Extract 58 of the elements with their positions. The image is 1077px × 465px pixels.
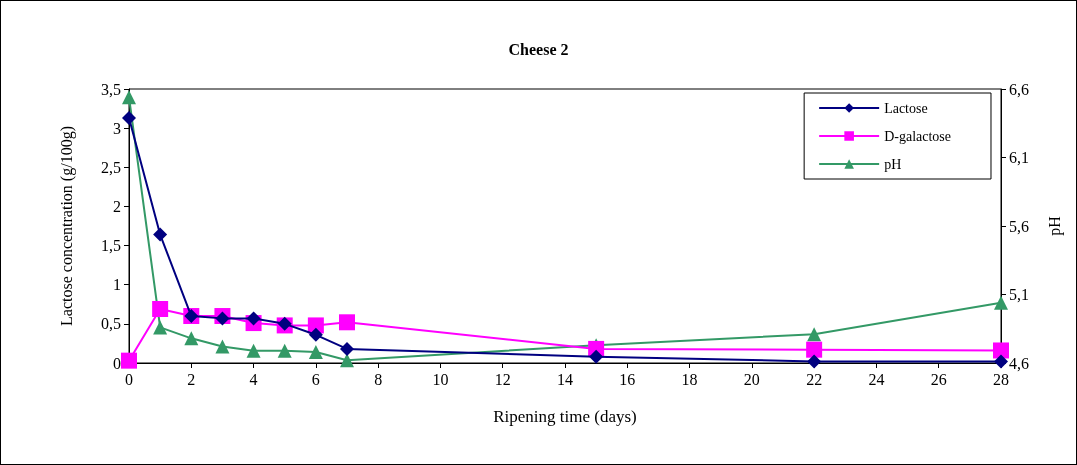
y2-tick-label: 4,6	[1009, 354, 1029, 372]
point	[339, 314, 355, 331]
y-tick-label: 3	[113, 119, 121, 137]
x-tick-label: 0	[125, 370, 133, 388]
x-tick-label: 22	[806, 370, 823, 388]
point	[246, 343, 261, 358]
point	[152, 300, 169, 317]
y2-tick-label: 6,1	[1009, 149, 1029, 166]
point	[277, 343, 292, 358]
point	[184, 331, 199, 346]
x-tick-label: 16	[619, 370, 636, 388]
x-tick-label: 4	[249, 370, 258, 388]
x-tick-label: 10	[432, 370, 449, 388]
legend-label: Lactose	[884, 100, 928, 116]
point	[121, 352, 137, 369]
x-tick-label: 14	[557, 370, 573, 388]
y-tick-label: 1	[113, 276, 121, 294]
point	[153, 320, 168, 335]
x-tick-label: 2	[187, 370, 196, 388]
point	[153, 227, 168, 242]
y2-tick-label: 5,1	[1009, 286, 1029, 303]
y-axis-title: Lactose concentration (g/100g)	[57, 126, 76, 326]
point	[994, 354, 1008, 369]
y-tick-label: 0	[113, 354, 121, 372]
point	[340, 353, 354, 368]
y-tick-label: 2	[113, 197, 121, 215]
x-axis-title: Ripening time (days)	[493, 407, 637, 426]
point	[340, 341, 354, 356]
legend-label: pH	[884, 156, 902, 172]
point	[806, 341, 823, 358]
y-tick-label: 1,5	[101, 237, 121, 255]
point	[122, 110, 136, 125]
x-tick-label: 28	[993, 370, 1009, 388]
y-tick-label: 2,5	[101, 158, 121, 176]
point	[807, 354, 822, 369]
y2-axis-title: pH	[1045, 215, 1064, 236]
point	[308, 345, 323, 360]
x-tick-label: 18	[681, 370, 698, 388]
x-tick-label: 8	[374, 370, 383, 388]
point	[246, 311, 261, 326]
y-tick-label: 3,5	[101, 80, 121, 98]
y2-tick-label: 5,6	[1009, 217, 1029, 235]
legend-label: D-galactose	[884, 128, 951, 144]
point	[122, 90, 136, 105]
x-tick-label: 26	[930, 370, 947, 388]
x-tick-label: 12	[494, 370, 511, 388]
point	[994, 295, 1008, 310]
point	[308, 327, 323, 342]
y-tick-label: 0,5	[101, 315, 121, 333]
chart-title: Cheese 2	[508, 40, 569, 58]
point	[993, 342, 1009, 359]
point	[589, 349, 604, 364]
point	[807, 327, 822, 342]
x-tick-label: 20	[743, 370, 760, 388]
x-tick-label: 24	[868, 370, 885, 388]
x-tick-label: 6	[311, 370, 320, 388]
y2-tick-label: 6,6	[1009, 80, 1029, 98]
point	[215, 339, 230, 354]
